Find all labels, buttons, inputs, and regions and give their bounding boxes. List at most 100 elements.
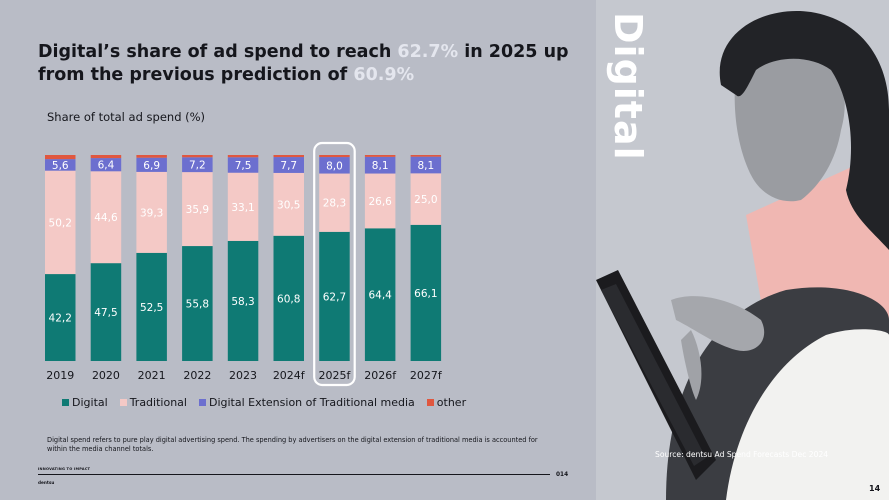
data-label-traditional-2021: 39,3 <box>140 207 163 219</box>
bar-traditional-2020 <box>90 171 122 264</box>
bar-digital-extension-of-traditional-media-2020 <box>90 158 122 172</box>
bar-traditional-2021 <box>136 171 167 253</box>
data-label-digital-extension-of-traditional-media-2026f: 8,1 <box>372 160 389 172</box>
data-label-digital-extension-of-traditional-media-2024f: 7,7 <box>280 160 297 172</box>
bar-digital-extension-of-traditional-media-2022 <box>182 157 213 173</box>
bar-traditional-2026f <box>364 173 396 229</box>
x-tick-2020: 2020 <box>92 369 120 382</box>
bar-digital-extension-of-traditional-media-2026f <box>364 156 396 174</box>
data-label-digital-2022: 55,8 <box>186 299 209 311</box>
bar-digital-2025f <box>319 231 350 361</box>
bar-traditional-2023 <box>227 172 259 241</box>
data-label-digital-2025f: 62,7 <box>323 291 346 303</box>
data-label-digital-extension-of-traditional-media-2025f: 8,0 <box>326 160 343 172</box>
bar-other-2025f <box>319 155 350 158</box>
bar-other-2021 <box>136 155 167 158</box>
x-tick-2025f: 2025f <box>319 369 352 382</box>
headline: Digital’s share of ad spend to reach 62.… <box>38 41 578 87</box>
bar-traditional-2027f <box>410 173 442 225</box>
bar-digital-extension-of-traditional-media-2021 <box>136 157 167 172</box>
bar-digital-extension-of-traditional-media-2027f <box>410 156 442 174</box>
data-label-traditional-2023: 33,1 <box>231 202 254 214</box>
page-code: 014 <box>556 472 569 478</box>
data-label-digital-2023: 58,3 <box>231 296 254 308</box>
bar-digital-2023 <box>227 240 259 361</box>
x-tick-2026f: 2026f <box>364 369 397 382</box>
data-label-traditional-2026f: 26,6 <box>368 196 392 208</box>
data-label-digital-extension-of-traditional-media-2022: 7,2 <box>189 160 206 172</box>
headline-part2: in 2025 up from the previous prediction … <box>38 42 569 85</box>
bar-digital-2024f <box>273 235 304 361</box>
bar-other-2020 <box>90 155 122 159</box>
bar-digital-extension-of-traditional-media-2019 <box>45 159 76 171</box>
page-number: 14 <box>869 484 881 493</box>
face-shape <box>734 38 845 202</box>
bar-other-2027f <box>410 155 442 157</box>
x-tick-2024f: 2024f <box>273 369 306 382</box>
data-label-digital-2027f: 66,1 <box>414 288 437 300</box>
legend-label-other: other <box>436 396 467 409</box>
bar-other-2022 <box>182 155 213 158</box>
legend-item-digital: Digital <box>62 396 108 409</box>
data-label-digital-2026f: 64,4 <box>368 290 392 302</box>
bar-traditional-2022 <box>182 172 213 247</box>
legend-item-traditional: Traditional <box>119 396 187 409</box>
legend-label-digital: Digital <box>72 396 108 409</box>
x-tick-2027f: 2027f <box>410 369 443 382</box>
data-label-digital-extension-of-traditional-media-2023: 7,5 <box>235 160 252 172</box>
legend-label-traditional: Traditional <box>129 396 187 409</box>
x-tick-2022: 2022 <box>183 369 211 382</box>
data-label-traditional-2025f: 28,3 <box>323 198 346 210</box>
woman-with-tablet-illustration <box>596 0 889 500</box>
bar-digital-2020 <box>90 263 122 361</box>
bar-digital-2019 <box>45 274 76 361</box>
data-label-traditional-2024f: 30,5 <box>277 199 300 211</box>
data-label-traditional-2019: 50,2 <box>49 217 72 229</box>
footnote: Digital spend refers to pure play digita… <box>47 436 538 453</box>
bar-digital-extension-of-traditional-media-2023 <box>227 157 259 173</box>
bar-traditional-2025f <box>319 173 350 232</box>
brand-logo: dentsu <box>38 480 55 485</box>
legend-swatch-digital <box>62 399 69 406</box>
headline-part1: Digital’s share of ad spend to reach <box>38 42 398 62</box>
x-tick-2023: 2023 <box>229 369 257 382</box>
bar-other-2023 <box>227 155 259 158</box>
chart-title: Share of total ad spend (%) <box>47 110 206 124</box>
data-label-digital-extension-of-traditional-media-2019: 5,6 <box>52 160 69 172</box>
data-label-digital-extension-of-traditional-media-2021: 6,9 <box>143 160 160 172</box>
x-tick-2019: 2019 <box>46 369 74 382</box>
bar-other-2024f <box>273 155 304 158</box>
legend-swatch-traditional <box>119 399 127 406</box>
data-label-traditional-2022: 35,9 <box>186 204 209 216</box>
x-tick-2021: 2021 <box>138 369 166 382</box>
bar-digital-2022 <box>182 246 213 361</box>
data-label-digital-2021: 52,5 <box>140 302 163 314</box>
hair-shape <box>719 10 889 250</box>
side-title-text: Digital <box>606 12 650 161</box>
legend-item-extension: Digital Extension of Traditional media <box>198 396 415 409</box>
data-label-traditional-2027f: 25,0 <box>414 194 437 206</box>
data-label-digital-extension-of-traditional-media-2020: 6,4 <box>98 160 115 172</box>
data-label-traditional-2020: 44,6 <box>94 212 118 224</box>
bar-traditional-2024f <box>273 172 304 236</box>
tablet-screen <box>601 284 706 466</box>
hand-shape <box>671 296 765 351</box>
bar-digital-extension-of-traditional-media-2025f <box>319 157 350 174</box>
bar-digital-extension-of-traditional-media-2024f <box>273 157 304 173</box>
legend-swatch-other <box>426 399 434 406</box>
bar-digital-2027f <box>410 224 442 361</box>
chart-legend: Digital Traditional Digital Extension of… <box>62 396 466 409</box>
thumb-shape <box>681 330 702 400</box>
shirt-shape <box>726 329 889 500</box>
bar-other-2019 <box>45 155 76 160</box>
highlight-frame-2025f <box>313 141 356 387</box>
bar-digital-2021 <box>136 252 167 361</box>
source-note: Source: dentsu Ad Spend Forecasts Dec 20… <box>655 450 829 459</box>
data-label-digital-2020: 47,5 <box>94 307 117 319</box>
legend-swatch-extension <box>198 399 206 406</box>
headline-highlight-1: 62.7% <box>397 42 459 62</box>
data-label-digital-2024f: 60,8 <box>277 293 300 305</box>
side-title: Digital <box>606 12 652 187</box>
photo-panel <box>596 0 889 500</box>
